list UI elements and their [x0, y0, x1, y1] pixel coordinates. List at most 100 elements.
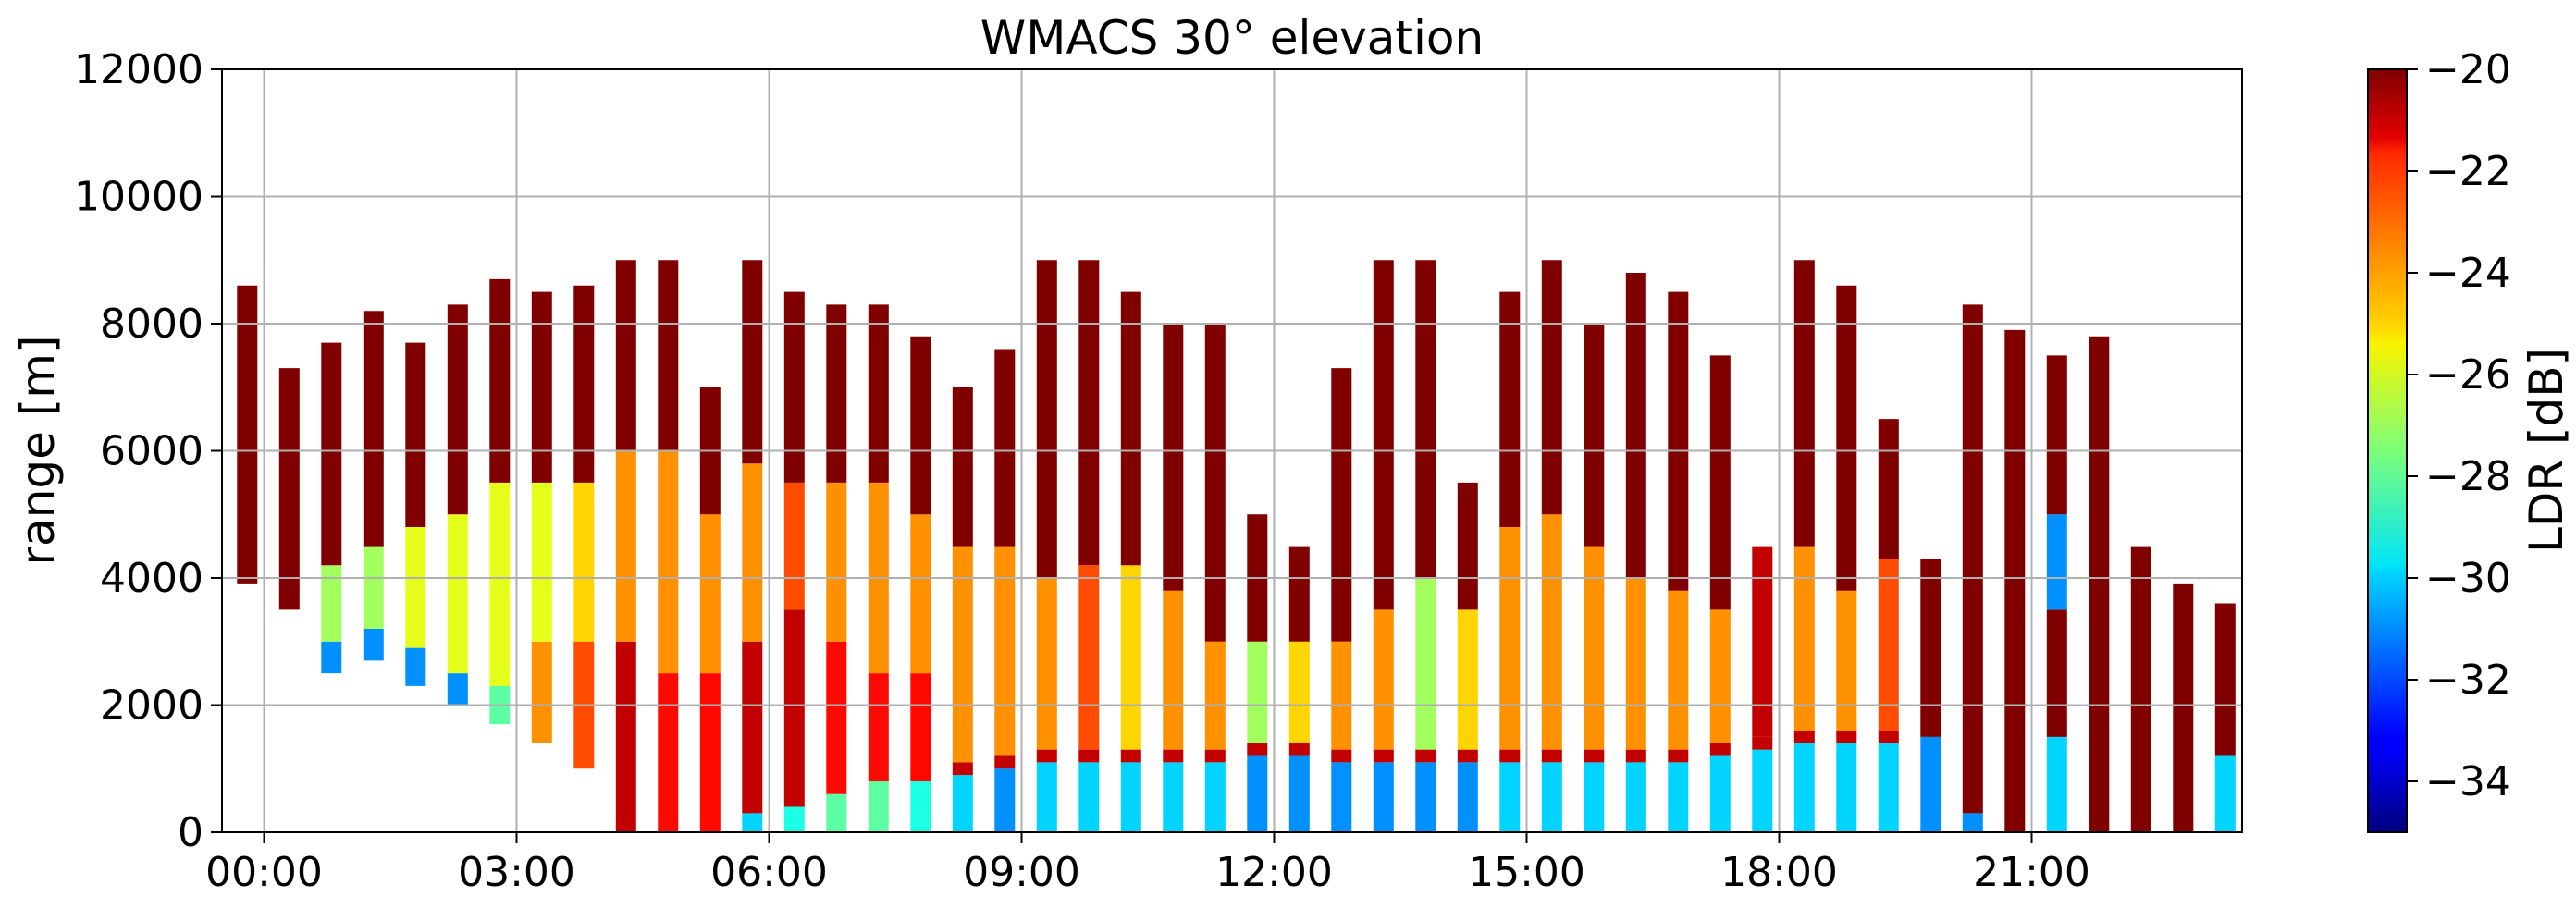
x-tick-label: 00:00 — [205, 849, 323, 896]
grid-lines — [222, 69, 2242, 832]
ldr-layer-segment — [1457, 609, 1478, 750]
ldr-layer-segment — [1668, 590, 1689, 750]
x-tick-label: 03:00 — [458, 849, 575, 896]
ldr-layer-segment — [1836, 743, 1857, 832]
scan-column — [1036, 260, 1057, 832]
scan-column — [447, 304, 468, 706]
ldr-layer-segment — [1163, 762, 1184, 832]
x-tick-label: 18:00 — [1720, 849, 1838, 896]
ldr-layer-segment — [1625, 578, 1646, 750]
y-tick-label: 12000 — [74, 46, 203, 93]
ldr-layer-segment — [615, 260, 636, 451]
scan-column — [1920, 559, 1941, 832]
ldr-layer-segment — [447, 514, 468, 674]
ldr-layer-segment — [321, 342, 342, 566]
ldr-layer-segment — [2130, 546, 2151, 832]
ldr-layer-segment — [405, 527, 426, 648]
ldr-layer-segment — [1836, 590, 1857, 731]
ldr-layer-segment — [1373, 749, 1394, 763]
ldr-layer-segment — [237, 285, 258, 584]
ldr-layer-segment — [1584, 324, 1605, 547]
ldr-layer-segment — [1962, 813, 1983, 832]
ldr-layer-segment — [1793, 546, 1815, 731]
ldr-layer-segment — [615, 450, 636, 642]
ldr-layer-segment — [1499, 762, 1521, 832]
ldr-layer-segment — [1373, 609, 1394, 750]
ldr-layer-segment — [1288, 755, 1310, 832]
colorbar-tick-label: −32 — [2425, 657, 2511, 704]
scan-column — [1962, 304, 1983, 832]
ldr-layer-segment — [1499, 291, 1521, 527]
ldr-layer-segment — [1878, 559, 1899, 731]
ldr-layer-segment — [994, 768, 1016, 832]
ldr-layer-segment — [1836, 285, 1857, 591]
ldr-layer-segment — [2004, 329, 2026, 832]
ldr-layer-segment — [826, 793, 847, 832]
ldr-layer-segment — [868, 781, 889, 832]
ldr-layer-segment — [1709, 609, 1731, 743]
ldr-layer-segment — [742, 641, 763, 814]
scan-column — [405, 342, 426, 686]
ldr-layer-segment — [1036, 749, 1057, 763]
chart-title: WMACS 30° elevation — [980, 11, 1484, 65]
x-tick-label: 15:00 — [1468, 849, 1585, 896]
ldr-layer-segment — [1204, 762, 1226, 832]
ldr-layer-segment — [363, 546, 384, 629]
scan-column — [658, 260, 679, 832]
ldr-layer-segment — [1499, 749, 1521, 763]
ldr-layer-segment — [1247, 641, 1268, 743]
ldr-layer-segment — [1247, 743, 1268, 756]
ldr-layer-segment — [531, 482, 552, 642]
y-axis-label: range [m] — [11, 336, 65, 566]
ldr-layer-segment — [699, 514, 721, 674]
ldr-layer-segment — [2046, 514, 2067, 610]
ldr-layer-segment — [2173, 583, 2194, 832]
ldr-layer-segment — [573, 285, 595, 483]
scan-column — [1163, 324, 1184, 832]
scan-column — [699, 387, 721, 832]
scan-column — [1836, 285, 1857, 832]
ldr-layer-segment — [1793, 260, 1815, 547]
colorbar-tick-label: −26 — [2425, 351, 2511, 399]
ldr-data-layer — [237, 260, 2236, 832]
scan-column — [994, 349, 1016, 832]
ldr-layer-segment — [658, 673, 679, 832]
ldr-layer-segment — [321, 641, 342, 674]
colorbar-label: LDR [dB] — [2520, 348, 2573, 553]
ldr-layer-segment — [1793, 731, 1815, 743]
ldr-layer-segment — [1752, 736, 1773, 750]
scan-column — [1625, 273, 1646, 832]
scan-column — [531, 291, 552, 743]
scan-column — [1373, 260, 1394, 832]
y-tick-label: 4000 — [100, 555, 203, 602]
scan-column — [573, 285, 595, 769]
x-tick-label: 21:00 — [1973, 849, 2090, 896]
scan-column — [2214, 603, 2236, 832]
scan-column — [489, 278, 511, 725]
ldr-layer-segment — [952, 546, 973, 763]
y-axis: 0 2000 4000 6000 8000 10000 12000 — [74, 46, 222, 856]
ldr-layer-segment — [2214, 755, 2236, 832]
ldr-layer-segment — [489, 278, 511, 483]
ldr-layer-segment — [1036, 578, 1057, 750]
scan-column — [952, 387, 973, 832]
scan-column — [2046, 355, 2067, 832]
ldr-layer-segment — [405, 342, 426, 527]
scan-column — [1709, 355, 1731, 832]
scan-column — [742, 260, 763, 832]
scan-column — [783, 291, 805, 832]
ldr-layer-segment — [658, 260, 679, 451]
ldr-layer-segment — [1163, 324, 1184, 591]
ldr-layer-segment — [1584, 546, 1605, 750]
ldr-layer-segment — [658, 450, 679, 674]
ldr-layer-segment — [321, 565, 342, 642]
ldr-layer-segment — [1331, 749, 1352, 763]
ldr-layer-segment — [2214, 603, 2236, 756]
ldr-layer-segment — [2046, 736, 2067, 832]
ldr-layer-segment — [1541, 762, 1562, 832]
ldr-layer-segment — [1120, 291, 1141, 566]
ldr-layer-segment — [742, 463, 763, 642]
ldr-layer-segment — [1373, 762, 1394, 832]
ldr-layer-segment — [1541, 260, 1562, 515]
colorbar-tick-label: −34 — [2425, 758, 2511, 805]
